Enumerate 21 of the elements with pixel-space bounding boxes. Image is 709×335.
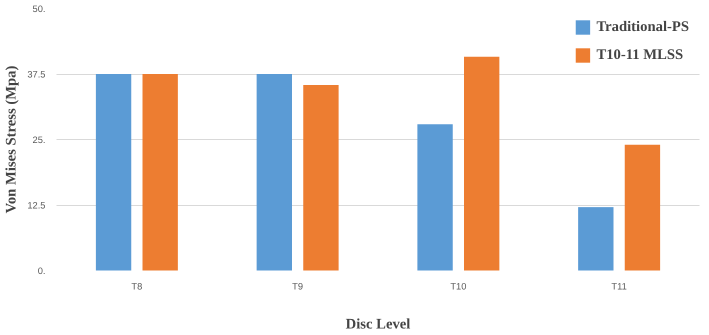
y-axis-title: Von Mises Stress (Mpa) [3, 65, 20, 214]
bar [624, 144, 660, 270]
y-tick-label: 0. [38, 266, 46, 276]
bar [464, 56, 500, 270]
bar [96, 74, 132, 270]
x-tick-label: T8 [131, 282, 142, 292]
bar [578, 207, 614, 270]
legend-label: Traditional-PS [596, 18, 689, 36]
legend-label: T10-11 MLSS [596, 46, 684, 64]
x-tick-label: T9 [292, 282, 304, 292]
x-axis-title: Disc Level [346, 316, 410, 332]
y-tick-label: 25. [32, 135, 46, 145]
bar [256, 74, 292, 270]
x-tick-label: T11 [611, 282, 627, 292]
x-tick-label: T10 [450, 282, 466, 292]
bar [303, 85, 339, 270]
bar [417, 124, 453, 270]
y-tick-label: 50. [32, 4, 46, 14]
y-tick-label: 37.5 [27, 70, 46, 80]
bar [142, 74, 178, 270]
y-tick-label: 12.5 [27, 200, 46, 210]
